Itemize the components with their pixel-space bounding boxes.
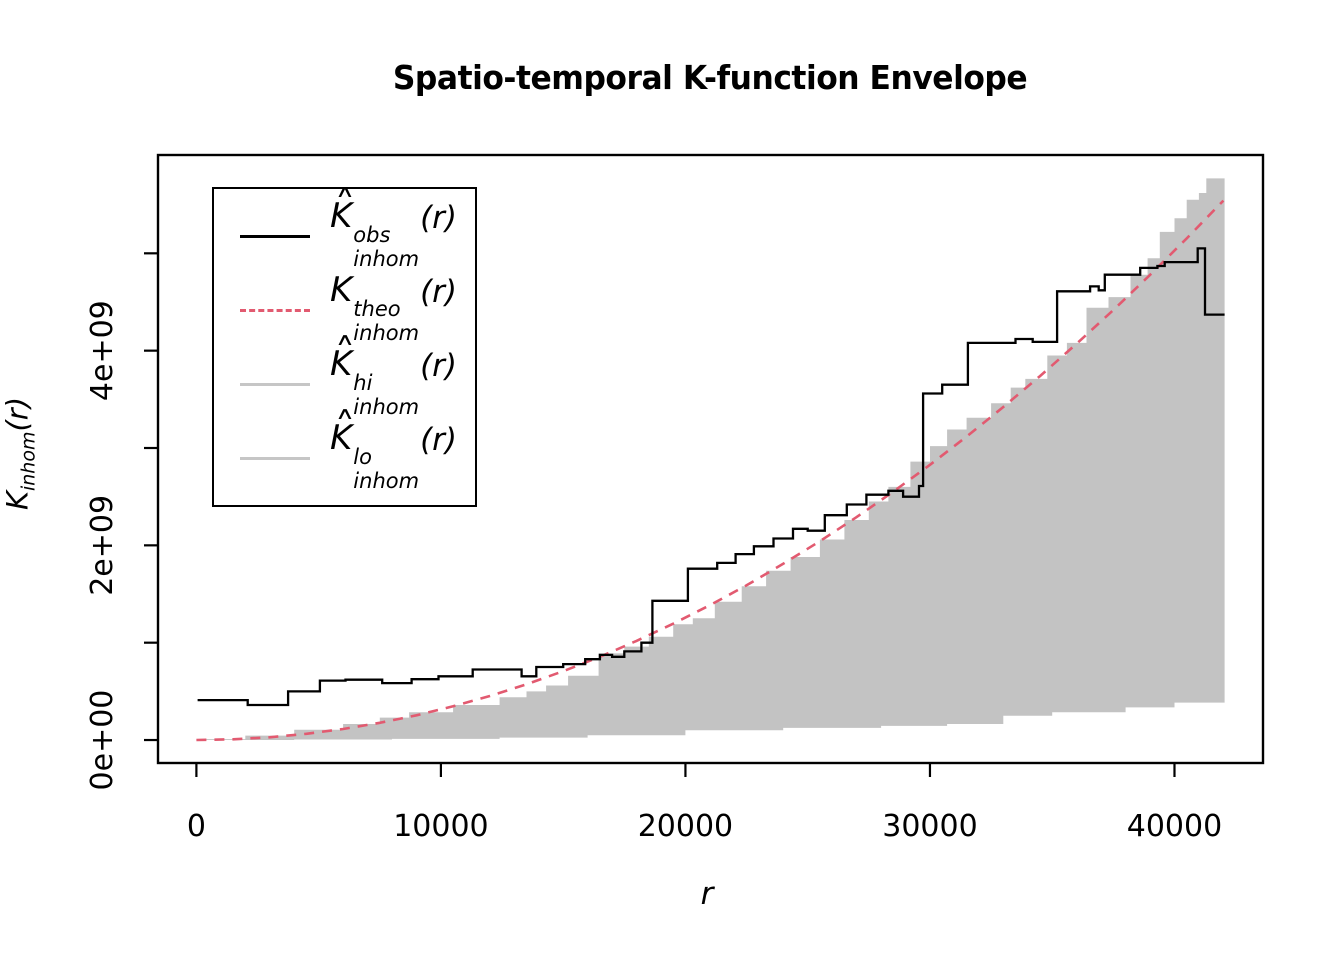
legend-label-base: K ∧: [330, 330, 355, 384]
legend-label-subscript: inhom: [353, 395, 420, 419]
legend-label-arg: (r): [420, 274, 457, 310]
legend-label-superscript: obs: [353, 223, 391, 247]
y-tick-label: 0e+00: [85, 690, 120, 791]
theoretical-curve: [196, 199, 1225, 742]
legend-entry-lo: K ∧ lo inhom (r): [214, 404, 475, 495]
legend-label-superscript: theo: [353, 297, 401, 321]
y-axis-label: Kinhom(r): [1, 354, 40, 554]
legend-label-hi: K ∧ hi inhom (r): [330, 330, 457, 421]
legend-label-obs: K ∧ obs inhom (r): [330, 182, 457, 273]
legend-label-base: K ∧: [330, 182, 355, 236]
y-label-arg: (r): [0, 396, 35, 432]
legend-line-sample-lo: [240, 456, 310, 460]
chart-title: Spatio-temporal K-function Envelope: [392, 58, 1028, 97]
legend-entry-hi: K ∧ hi inhom (r): [214, 330, 475, 421]
legend-label-subscript: inhom: [353, 321, 420, 345]
legend-label-scripts: lo inhom: [353, 447, 419, 495]
y-tick-label: 2e+09: [85, 495, 120, 596]
y-label-base: K: [0, 491, 35, 511]
hat-accent: ∧: [335, 330, 355, 350]
legend-label-arg: (r): [420, 200, 457, 236]
legend-label-base: K ∧: [330, 404, 355, 458]
legend-label-subscript: inhom: [353, 247, 420, 271]
legend-label-scripts: obs inhom: [353, 225, 419, 273]
x-tick-label: 10000: [393, 809, 488, 844]
legend-label-scripts: hi inhom: [353, 373, 419, 421]
legend-entry-obs: K ∧ obs inhom (r): [214, 182, 475, 273]
x-axis-label-text: r: [700, 876, 714, 912]
y-label-sub: inhom: [17, 431, 40, 492]
x-axis-label: r: [607, 876, 807, 912]
legend-line-sample-theo: [240, 308, 310, 312]
legend-label-subscript: inhom: [353, 469, 420, 493]
x-tick-label: 20000: [638, 809, 733, 844]
hat-accent: ∧: [335, 404, 355, 424]
legend-label-base: K: [330, 270, 353, 310]
hat-accent: ∧: [335, 182, 355, 202]
x-tick-label: 40000: [1127, 809, 1222, 844]
legend-label-arg: (r): [420, 348, 457, 384]
simulation-envelope-region: [200, 176, 1225, 740]
legend-label-arg: (r): [420, 422, 457, 458]
x-tick-label: 0: [187, 809, 206, 844]
legend-label-superscript: hi: [353, 371, 373, 395]
x-tick-label: 30000: [882, 809, 977, 844]
legend-label-lo: K ∧ lo inhom (r): [330, 404, 457, 495]
legend-line-sample-hi: [240, 382, 310, 386]
y-tick-label: 4e+09: [85, 300, 120, 401]
plot-border: [156, 153, 1265, 765]
legend-line-sample-obs: [240, 234, 310, 238]
observed-curve: [197, 247, 1225, 707]
legend-label-scripts: theo inhom: [353, 299, 419, 347]
legend-label-superscript: lo: [353, 445, 372, 469]
